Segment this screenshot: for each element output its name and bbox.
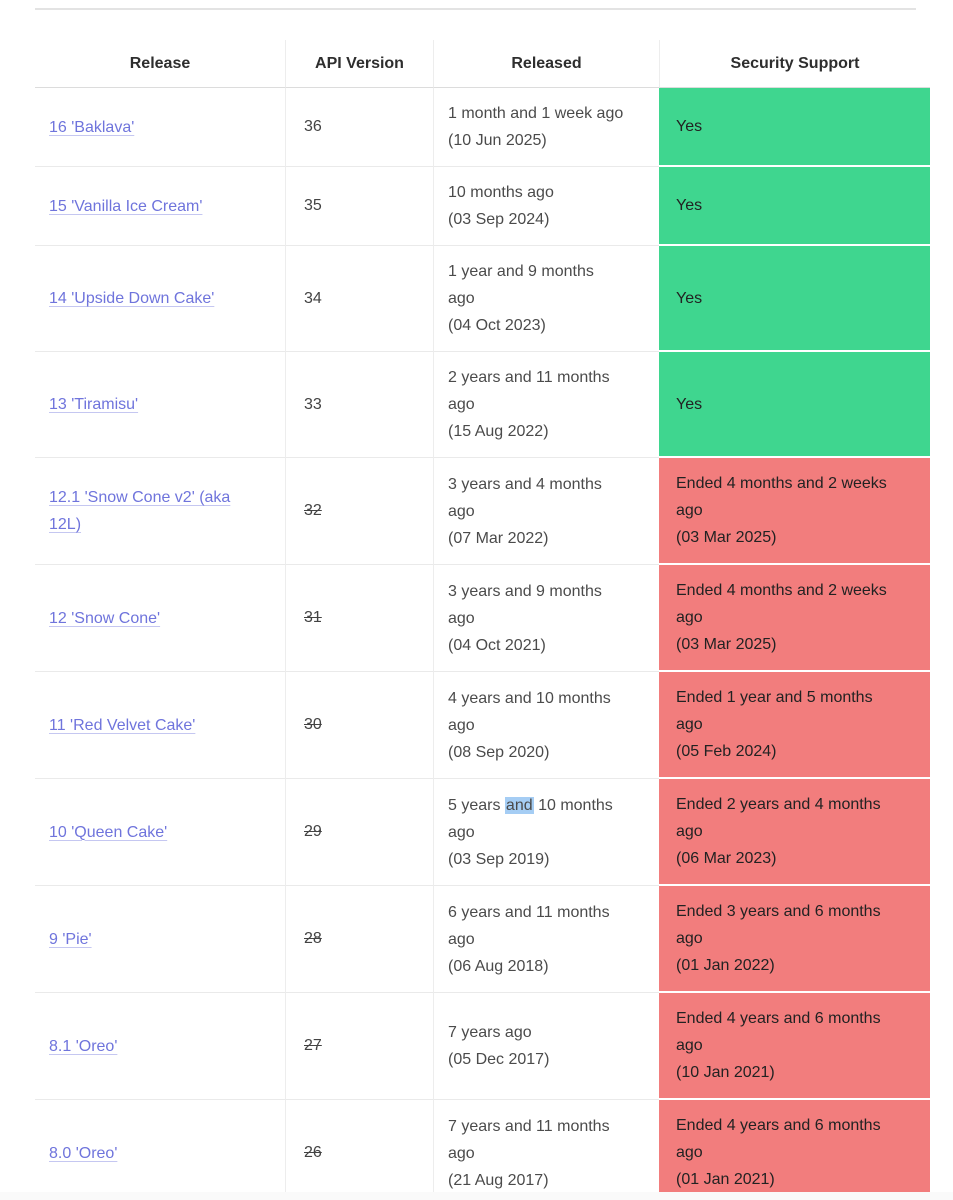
release-link[interactable]: 13 'Tiramisu' [49, 396, 139, 413]
column-header-released: Released [433, 40, 659, 88]
api-version-value: 30 [304, 716, 322, 733]
release-link[interactable]: 15 'Vanilla Ice Cream' [49, 197, 203, 215]
release-cell: 8.1 'Oreo' [35, 993, 285, 1100]
release-cell: 12 'Snow Cone' [35, 565, 285, 672]
api-version-value: 36 [304, 118, 322, 135]
api-version-cell: 26 [285, 1100, 433, 1200]
api-version-value: 32 [304, 502, 322, 519]
released-cell: 3 years and 9 months ago (04 Oct 2021) [433, 565, 659, 672]
api-version-value: 33 [304, 395, 322, 413]
security-support-cell: Yes [659, 246, 930, 352]
release-link[interactable]: 12 'Snow Cone' [49, 609, 161, 627]
column-header-release: Release [35, 40, 285, 88]
release-cell: 15 'Vanilla Ice Cream' [35, 167, 285, 246]
security-support-cell: Ended 4 months and 2 weeks ago (03 Mar 2… [659, 458, 930, 565]
table-row: 8.0 'Oreo' 26 7 years and 11 months ago (2… [35, 1100, 930, 1200]
release-cell: 14 'Upside Down Cake' [35, 246, 285, 352]
column-header-security-support: Security Support [659, 40, 930, 88]
security-support-cell: Ended 4 years and 6 months ago (10 Jan 2… [659, 993, 930, 1100]
table-row: 10 'Queen Cake' 29 5 years and 10 months a… [35, 779, 930, 886]
api-version-cell: 27 [285, 993, 433, 1100]
api-version-cell: 30 [285, 672, 433, 779]
api-version-cell: 34 [285, 246, 433, 352]
released-cell: 1 year and 9 months ago (04 Oct 2023) [433, 246, 659, 352]
security-support-cell: Ended 4 years and 6 months ago (01 Jan 2… [659, 1100, 930, 1200]
table-row: 15 'Vanilla Ice Cream' 35 10 months ago (0… [35, 167, 930, 246]
top-divider [35, 8, 916, 10]
api-version-value: 35 [304, 197, 322, 214]
api-version-value: 27 [304, 1037, 322, 1054]
security-support-cell: Ended 2 years and 4 months ago (06 Mar 2… [659, 779, 930, 886]
table-row: 11 'Red Velvet Cake' 30 4 years and 10 mon… [35, 672, 930, 779]
released-cell: 2 years and 11 months ago (15 Aug 2022) [433, 352, 659, 458]
release-link[interactable]: 11 'Red Velvet Cake' [49, 716, 196, 734]
release-link[interactable]: 14 'Upside Down Cake' [49, 290, 215, 307]
table-row: 12 'Snow Cone' 31 3 years and 9 months ago… [35, 565, 930, 672]
released-cell: 4 years and 10 months ago (08 Sep 2020) [433, 672, 659, 779]
released-cell: 10 months ago (03 Sep 2024) [433, 167, 659, 246]
api-version-value: 29 [304, 823, 322, 840]
release-cell: 9 'Pie' [35, 886, 285, 993]
page-bottom-strip [0, 1192, 953, 1200]
table-body: 16 'Baklava' 36 1 month and 1 week ago (10… [35, 88, 930, 1200]
table-row: 14 'Upside Down Cake' 34 1 year and 9 mont… [35, 246, 930, 352]
table-row: 9 'Pie' 28 6 years and 11 months ago (06 A… [35, 886, 930, 993]
table-header-row: Release API Version Released Security Suppo… [35, 40, 930, 88]
released-cell: 6 years and 11 months ago (06 Aug 2018) [433, 886, 659, 993]
release-cell: 10 'Queen Cake' [35, 779, 285, 886]
search-highlight: and [504, 796, 534, 814]
released-cell: 3 years and 4 months ago (07 Mar 2022) [433, 458, 659, 565]
security-support-cell: Yes [659, 352, 930, 458]
released-cell: 7 years and 11 months ago (21 Aug 2017) [433, 1100, 659, 1200]
release-cell: 11 'Red Velvet Cake' [35, 672, 285, 779]
released-cell: 5 years and 10 months ago (03 Sep 2019) [433, 779, 659, 886]
release-cell: 16 'Baklava' [35, 88, 285, 167]
released-cell: 7 years ago (05 Dec 2017) [433, 993, 659, 1100]
table-row: 12.1 'Snow Cone v2' (aka 12L) 32 3 years a… [35, 458, 930, 565]
column-header-api-version: API Version [285, 40, 433, 88]
released-cell: 1 month and 1 week ago (10 Jun 2025) [433, 88, 659, 167]
release-link[interactable]: 10 'Queen Cake' [49, 823, 168, 841]
release-link[interactable]: 12.1 'Snow Cone v2' (aka 12L) [49, 489, 231, 533]
security-support-cell: Ended 3 years and 6 months ago (01 Jan 2… [659, 886, 930, 993]
security-support-cell: Ended 4 months and 2 weeks ago (03 Mar 2… [659, 565, 930, 672]
release-cell: 12.1 'Snow Cone v2' (aka 12L) [35, 458, 285, 565]
release-table-container: Release API Version Released Security Suppo… [35, 40, 930, 1200]
android-release-table: Release API Version Released Security Suppo… [35, 40, 930, 1200]
api-version-cell: 29 [285, 779, 433, 886]
release-link[interactable]: 16 'Baklava' [49, 118, 135, 136]
api-version-value: 31 [304, 609, 322, 626]
table-row: 13 'Tiramisu' 33 2 years and 11 months ago… [35, 352, 930, 458]
api-version-value: 34 [304, 289, 322, 307]
release-link[interactable]: 8.1 'Oreo' [49, 1037, 118, 1055]
security-support-cell: Ended 1 year and 5 months ago (05 Feb 20… [659, 672, 930, 779]
security-support-cell: Yes [659, 88, 930, 167]
api-version-cell: 31 [285, 565, 433, 672]
api-version-cell: 36 [285, 88, 433, 167]
api-version-cell: 33 [285, 352, 433, 458]
release-link[interactable]: 9 'Pie' [49, 930, 92, 948]
api-version-cell: 32 [285, 458, 433, 565]
release-cell: 8.0 'Oreo' [35, 1100, 285, 1200]
table-row: 16 'Baklava' 36 1 month and 1 week ago (10… [35, 88, 930, 167]
security-support-cell: Yes [659, 167, 930, 246]
api-version-cell: 35 [285, 167, 433, 246]
release-link[interactable]: 8.0 'Oreo' [49, 1144, 118, 1162]
api-version-value: 28 [304, 930, 322, 947]
api-version-value: 26 [304, 1144, 322, 1161]
api-version-cell: 28 [285, 886, 433, 993]
table-row: 8.1 'Oreo' 27 7 years ago (05 Dec 2017) End… [35, 993, 930, 1100]
release-cell: 13 'Tiramisu' [35, 352, 285, 458]
